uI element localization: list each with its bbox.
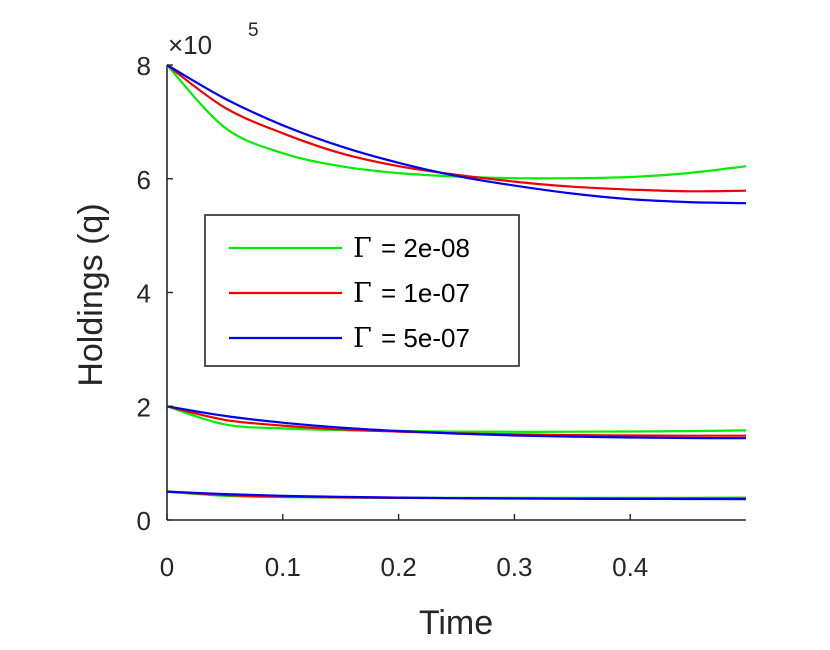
- legend-symbol: Γ: [353, 278, 372, 309]
- legend-symbol: Γ: [353, 323, 372, 354]
- x-tick-label: 0: [160, 552, 174, 582]
- series-line: [166, 405, 747, 440]
- series-line: [166, 405, 747, 433]
- series-line: [166, 490, 747, 501]
- legend-label: = 1e-07: [381, 278, 470, 308]
- x-tick-label: 0.4: [612, 552, 648, 582]
- series-line: [166, 64, 747, 193]
- y-tick-label: 4: [137, 279, 151, 309]
- x-tick-label: 0.3: [496, 552, 532, 582]
- x-axis-label: Time: [419, 604, 493, 642]
- y-tick-label: 8: [137, 51, 151, 81]
- y-tick-label: 6: [137, 165, 151, 195]
- series-line: [166, 64, 747, 180]
- x-tick-label: 0.1: [265, 552, 301, 582]
- y-exponent-prefix: ×10: [168, 30, 212, 60]
- legend: Γ = 2e-08 Γ = 1e-07 Γ = 5e-07: [204, 214, 520, 367]
- y-exponent-label: ×10 5: [168, 20, 259, 60]
- series-line: [166, 64, 747, 205]
- tick-labels: 0 0.1 0.2 0.3 0.4 0 2 4 6 8: [137, 51, 649, 582]
- legend-label: = 2e-08: [381, 233, 470, 263]
- y-tick-label: 2: [137, 392, 151, 422]
- y-axis-label: Holdings (q): [72, 203, 110, 386]
- y-exponent-power: 5: [248, 20, 259, 41]
- y-tick-label: 0: [137, 506, 151, 536]
- x-tick-label: 0.2: [381, 552, 417, 582]
- series-lines: [166, 64, 747, 501]
- legend-symbol: Γ: [353, 233, 372, 264]
- legend-label: = 5e-07: [381, 323, 470, 353]
- legend-box: [204, 214, 520, 367]
